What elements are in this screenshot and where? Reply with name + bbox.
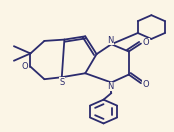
- Text: S: S: [59, 78, 64, 87]
- Text: N: N: [107, 36, 113, 45]
- Text: O: O: [21, 62, 28, 71]
- Text: O: O: [143, 38, 149, 47]
- Text: N: N: [107, 82, 114, 91]
- Text: O: O: [143, 80, 149, 89]
